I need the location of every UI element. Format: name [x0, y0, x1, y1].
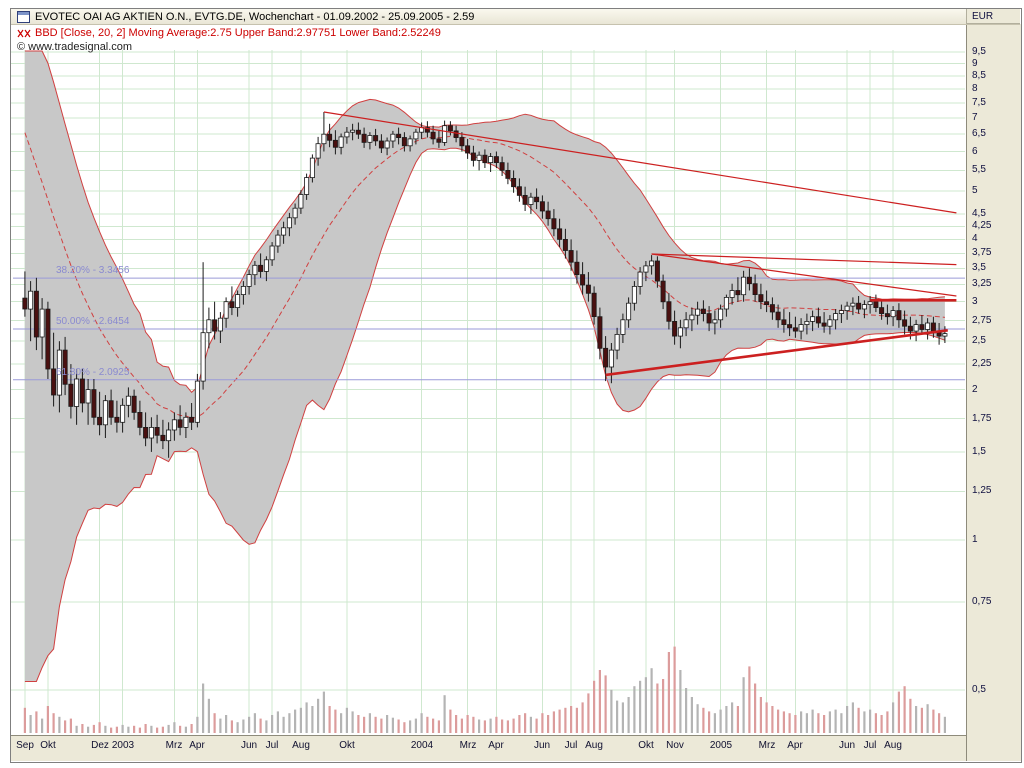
x-axis-label: 2003 [111, 740, 135, 751]
y-axis-tick: 2 [972, 384, 978, 395]
y-axis-tick: 3 [972, 296, 978, 307]
y-axis-tick: 2,75 [972, 315, 992, 326]
y-axis-tick: 3,25 [972, 278, 992, 289]
y-axis-tick: 4 [972, 233, 978, 244]
window-icon [17, 10, 30, 23]
x-axis-label: Sep [16, 740, 34, 751]
fib-level-label: 38.20% - 3.3456 [56, 265, 130, 276]
x-axis-label: Jul [863, 740, 877, 751]
title-bar[interactable]: EVOTEC OAI AG AKTIEN O.N., EVTG.DE, Woch… [11, 9, 1020, 25]
x-axis-label: 2004 [410, 740, 434, 751]
indicator-legend[interactable]: BBD [Close, 20, 2] Moving Average:2.75 U… [17, 27, 441, 39]
copyright-label: © www.tradesignal.com [17, 41, 133, 53]
y-axis-tick: 8 [972, 83, 978, 94]
y-axis-tick: 7 [972, 112, 978, 123]
y-axis-tick: 1,25 [972, 485, 992, 496]
currency-label: EUR [972, 11, 994, 22]
y-axis-tick: 5,5 [972, 164, 986, 175]
fib-level-label: 50.00% - 2.6454 [56, 316, 130, 327]
y-axis-tick: 2,25 [972, 358, 992, 369]
x-axis-label: Mrz [758, 740, 776, 751]
x-axis-label: Mrz [459, 740, 477, 751]
x-axis-label: Dez [91, 740, 109, 751]
bollinger-band [24, 50, 946, 682]
y-axis-tick: 3,75 [972, 247, 992, 258]
y-axis-tick: 1,75 [972, 413, 992, 424]
indicator-label: BBD [Close, 20, 2] Moving Average:2.75 U… [35, 27, 441, 39]
x-axis-label: Apr [787, 740, 803, 751]
x-axis-label: Okt [40, 740, 56, 751]
x-axis-label: 2005 [709, 740, 733, 751]
x-axis-label: Jul [265, 740, 279, 751]
y-axis-tick: 6,5 [972, 128, 986, 139]
currency-axis-box: EUR [966, 9, 1020, 24]
y-axis-tick: 4,5 [972, 208, 986, 219]
x-axis-label: Okt [339, 740, 355, 751]
y-axis-tick: 6 [972, 146, 978, 157]
x-axis: Sep Okt Dez 2003 Mrz Apr Jun Jul Aug Okt 2004 Mrz Ap… [11, 735, 966, 761]
x-axis-label: Jun [533, 740, 551, 751]
upper-band-line [24, 50, 945, 394]
candles [22, 112, 948, 458]
window-title: EVOTEC OAI AG AKTIEN O.N., EVTG.DE, Woch… [35, 10, 475, 23]
y-axis-tick: 9,5 [972, 46, 986, 57]
fib-level-label: 61.80% - 2.0925 [56, 367, 130, 378]
x-axis-label: Jun [240, 740, 258, 751]
band-fill [24, 51, 945, 682]
y-axis-tick: 0,5 [972, 684, 986, 695]
x-axis-label: Apr [488, 740, 504, 751]
y-axis-tick: 3,5 [972, 262, 986, 273]
trendlines [323, 111, 957, 377]
volume-bars [23, 646, 946, 733]
y-axis: 9,5 9 8,5 8 7,5 7 6,5 6 5,5 5 4,5 4,25 4 3,75 3,5 3,25 3… [966, 24, 1021, 761]
x-axis-label: Okt [638, 740, 654, 751]
y-axis-tick: 9 [972, 58, 978, 69]
indicator-icon [17, 29, 31, 37]
fibonacci-lines [13, 277, 965, 381]
y-axis-tick: 4,25 [972, 220, 992, 231]
y-axis-tick: 5 [972, 185, 978, 196]
y-axis-tick: 1 [972, 534, 978, 545]
grid [11, 50, 965, 733]
x-axis-label: Aug [585, 740, 603, 751]
x-axis-label: Apr [189, 740, 205, 751]
y-axis-tick: 1,5 [972, 446, 986, 457]
x-axis-label: Mrz [165, 740, 183, 751]
x-axis-label: Aug [292, 740, 310, 751]
y-axis-tick: 2,5 [972, 335, 986, 346]
y-axis-tick: 8,5 [972, 70, 986, 81]
x-axis-label: Nov [666, 740, 684, 751]
x-axis-label: Jul [564, 740, 578, 751]
x-axis-label: Aug [884, 740, 902, 751]
y-axis-tick: 0,75 [972, 596, 992, 607]
moving-average-line [24, 132, 945, 419]
x-axis-label: Jun [838, 740, 856, 751]
y-axis-tick: 7,5 [972, 97, 986, 108]
